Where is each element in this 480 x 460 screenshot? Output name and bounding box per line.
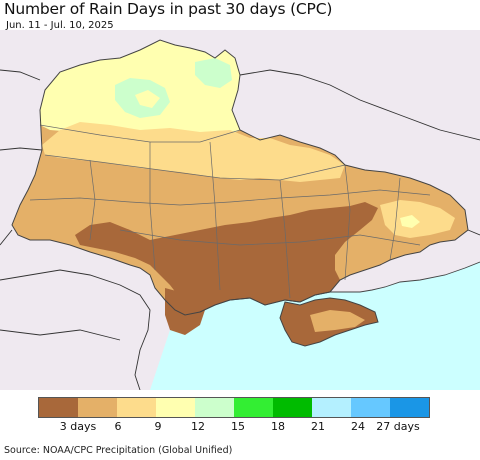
legend-label: 6 <box>114 420 122 433</box>
legend-swatch <box>351 398 390 417</box>
legend-label: 18 <box>271 420 285 433</box>
legend-swatch <box>117 398 156 417</box>
country-outline <box>11 39 469 316</box>
legend-swatch <box>273 398 312 417</box>
green-spot-2 <box>195 58 232 88</box>
legend-swatch <box>234 398 273 417</box>
legend-swatch <box>312 398 351 417</box>
central-dark-band <box>75 202 378 312</box>
legend-swatch <box>78 398 117 417</box>
coastline <box>199 261 480 313</box>
legend-colorbar <box>38 397 430 418</box>
neighbor-borders <box>0 69 480 390</box>
source-credit: Source: NOAA/CPC Precipitation (Global U… <box>4 445 233 456</box>
rain-days-map <box>0 30 480 390</box>
southwest-dark <box>165 288 205 335</box>
crimea-east <box>310 310 365 332</box>
legend-label: 21 <box>311 420 325 433</box>
legend-label: 27 days <box>376 420 420 433</box>
legend-label: 9 <box>154 420 162 433</box>
crimea-outline <box>279 297 379 347</box>
legend-swatch <box>195 398 234 417</box>
legend-swatch <box>390 398 429 417</box>
legend-labels: 3 days 6 9 12 15 18 21 24 27 days <box>38 420 438 434</box>
legend-swatch <box>156 398 195 417</box>
oblast-borders <box>29 124 431 299</box>
legend-label: 15 <box>231 420 245 433</box>
legend-label: 24 <box>351 420 365 433</box>
date-range: Jun. 11 - Jul. 10, 2025 <box>6 20 114 31</box>
legend-swatch <box>39 398 78 417</box>
north-light-orange <box>42 122 345 182</box>
east-light-orange <box>380 200 455 238</box>
legend-label: 12 <box>191 420 205 433</box>
yellow-spot <box>135 90 160 108</box>
east-yellow-1 <box>400 215 420 228</box>
legend-label: 3 days <box>59 420 97 433</box>
map-title: Number of Rain Days in past 30 days (CPC… <box>4 0 333 18</box>
